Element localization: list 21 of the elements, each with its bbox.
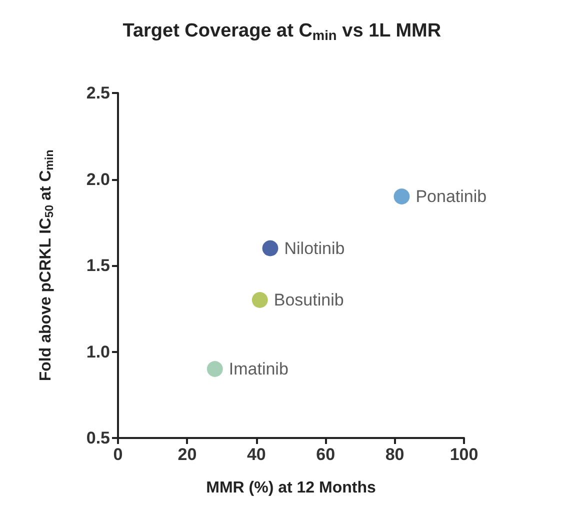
y-axis-title: Fold above pCRKL IC50 at Cmin — [38, 150, 56, 382]
y-tick-label: 0.5 — [86, 428, 110, 448]
series-label: Nilotinib — [284, 238, 345, 258]
point — [206, 361, 223, 377]
x-tick-label: 0 — [113, 445, 123, 464]
point — [262, 240, 278, 256]
point — [252, 292, 268, 308]
series-label: Bosutinib — [274, 290, 344, 310]
x-tick-label: 80 — [385, 445, 404, 464]
x-tick-label: 40 — [246, 445, 266, 464]
y-tick-label: 1.0 — [86, 342, 110, 362]
y-tick-label: 2.5 — [86, 84, 110, 102]
series-label: Imatinib — [228, 360, 288, 378]
series-label: Ponatinib — [416, 187, 487, 206]
x-tick-label: 100 — [450, 445, 478, 464]
y-tick-label: 2.0 — [86, 170, 110, 189]
x-axis-title: MMR (%) at 12 Months — [206, 480, 376, 496]
point — [394, 188, 410, 204]
x-tick-label: 60 — [316, 445, 336, 464]
y-tick-label: 1.5 — [86, 256, 110, 275]
x-tick-label: 20 — [178, 445, 197, 464]
